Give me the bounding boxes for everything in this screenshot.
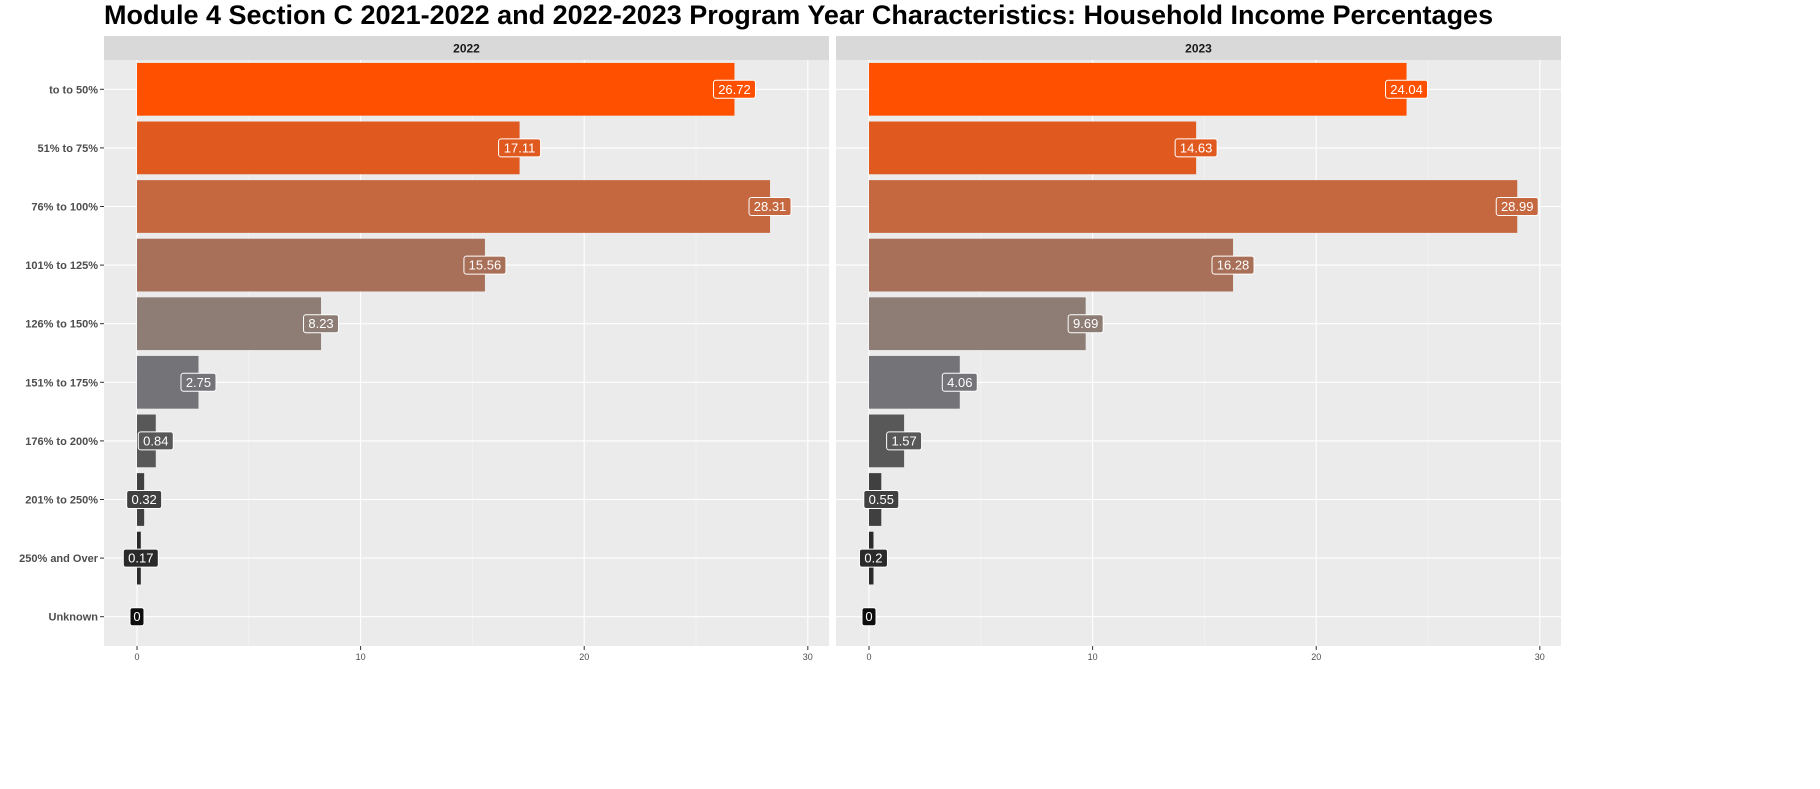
chart-title: Module 4 Section C 2021-2022 and 2022-20…	[104, 0, 1494, 30]
data-label: 1.57	[891, 433, 916, 448]
y-axis: to to 50% 51% to 75% 76% to 100% 101% to 12…	[19, 84, 104, 624]
y-tick-label: 151% to 175%	[25, 377, 98, 389]
data-label: 0.84	[143, 433, 168, 448]
bar	[137, 121, 520, 175]
y-tick-label: 201% to 250%	[25, 495, 98, 507]
data-label-box	[1385, 79, 1429, 99]
data-label: 26.72	[718, 82, 751, 97]
data-label-box	[748, 197, 792, 216]
bar	[137, 62, 735, 116]
data-label-box	[863, 490, 900, 509]
data-label-box	[126, 490, 163, 509]
facet-panel-2023: 2023 24.04 14.63 28.99 16.28 9.69 4.06 1.57 0.55…	[836, 36, 1561, 662]
data-label: 24.04	[1390, 82, 1423, 97]
y-tick-label: 51% to 75%	[37, 143, 98, 155]
facet-panels: 2022 26.72 17.11 28.31 15.56 8.23 2.75 0.84 0.32…	[104, 36, 1561, 662]
data-label: 2.75	[186, 375, 211, 390]
data-label: 16.28	[1217, 258, 1250, 273]
y-tick-label: 250% and Over	[19, 553, 99, 565]
data-label-box	[1211, 255, 1255, 275]
bar	[869, 180, 1518, 233]
data-label: 0.17	[128, 551, 153, 566]
x-tick-label: 10	[1088, 652, 1098, 662]
data-label-box	[1495, 197, 1539, 216]
data-label: 9.69	[1073, 316, 1098, 331]
bar	[869, 62, 1407, 116]
y-tick-label: 76% to 100%	[31, 202, 98, 214]
data-label-box	[137, 431, 174, 451]
data-label-box	[463, 255, 507, 275]
bar	[869, 297, 1086, 351]
data-label: 0.55	[869, 492, 894, 507]
y-tick-label: 126% to 150%	[25, 319, 98, 331]
y-tick-label: 101% to 125%	[25, 260, 98, 272]
data-label: 8.23	[308, 316, 333, 331]
data-label-box	[303, 314, 340, 334]
x-tick-label: 20	[579, 652, 589, 662]
facet-strip-label: 2023	[1185, 42, 1212, 56]
data-label: 0	[133, 609, 140, 624]
data-label: 28.31	[754, 199, 787, 214]
x-tick-label: 10	[356, 652, 366, 662]
bar	[137, 180, 771, 233]
facet-strip	[836, 36, 1561, 60]
data-label: 14.63	[1180, 140, 1213, 155]
x-tick-label: 30	[803, 652, 813, 662]
facet-strip	[104, 36, 829, 60]
bar	[869, 121, 1197, 175]
facet-panel-2022: 2022 26.72 17.11 28.31 15.56 8.23 2.75 0.84 0.32…	[104, 36, 829, 662]
x-tick-label: 30	[1535, 652, 1545, 662]
data-label: 17.11	[504, 140, 536, 155]
x-tick-label: 0	[134, 652, 139, 662]
data-label-box	[886, 431, 923, 451]
data-label: 0	[865, 609, 872, 624]
data-label: 15.56	[469, 258, 502, 273]
facet-strip-label: 2022	[453, 42, 480, 56]
x-tick-label: 0	[866, 652, 871, 662]
data-label-box	[712, 79, 756, 99]
data-label-box	[858, 548, 888, 568]
x-tick-label: 20	[1311, 652, 1321, 662]
data-label: 4.06	[947, 375, 972, 390]
data-label: 0.2	[864, 551, 882, 566]
data-label-box	[129, 607, 145, 627]
data-label-box	[180, 372, 217, 392]
bar	[869, 238, 1234, 292]
data-label-box	[498, 138, 542, 158]
y-tick-label: to to 50%	[49, 84, 98, 96]
y-tick-label: Unknown	[49, 612, 99, 624]
data-label-box	[1067, 314, 1104, 334]
data-label-box	[941, 372, 978, 392]
y-tick-label: 176% to 200%	[25, 436, 98, 448]
data-label-box	[122, 548, 159, 568]
data-label-box	[1174, 138, 1218, 158]
data-label: 28.99	[1501, 199, 1534, 214]
data-label: 0.32	[131, 492, 156, 507]
data-label-box	[861, 607, 877, 627]
bar	[137, 297, 322, 351]
bar	[137, 238, 485, 292]
